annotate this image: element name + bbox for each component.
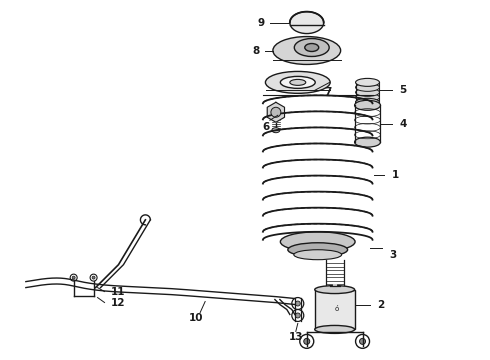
Text: 12: 12 [111, 297, 125, 307]
Bar [315, 289, 355, 329]
Ellipse shape [292, 310, 304, 321]
Ellipse shape [356, 93, 379, 101]
Ellipse shape [295, 313, 300, 318]
Ellipse shape [356, 98, 379, 106]
Ellipse shape [272, 128, 280, 133]
Ellipse shape [295, 301, 300, 306]
Ellipse shape [356, 88, 379, 96]
Text: 10: 10 [189, 314, 203, 324]
Ellipse shape [280, 76, 315, 88]
Ellipse shape [356, 334, 369, 348]
Ellipse shape [271, 107, 281, 117]
Text: 1: 1 [392, 170, 399, 180]
Ellipse shape [356, 98, 379, 106]
Text: 4: 4 [399, 119, 407, 129]
Text: 6: 6 [262, 122, 270, 132]
Text: 3: 3 [390, 250, 397, 260]
Text: 7: 7 [325, 87, 332, 97]
Ellipse shape [92, 276, 95, 279]
Ellipse shape [294, 39, 329, 57]
Ellipse shape [304, 338, 310, 345]
Ellipse shape [288, 243, 347, 257]
Ellipse shape [355, 137, 380, 147]
Ellipse shape [280, 232, 355, 252]
Text: 13: 13 [289, 332, 303, 342]
Ellipse shape [292, 298, 304, 310]
Text: 2: 2 [377, 300, 385, 310]
Ellipse shape [315, 285, 355, 293]
Ellipse shape [360, 338, 366, 345]
Ellipse shape [300, 334, 314, 348]
Ellipse shape [294, 250, 342, 260]
Ellipse shape [266, 71, 330, 93]
Ellipse shape [356, 78, 379, 86]
Text: 8: 8 [252, 45, 260, 55]
Ellipse shape [90, 274, 97, 281]
Ellipse shape [72, 276, 75, 279]
Ellipse shape [290, 12, 324, 33]
Ellipse shape [273, 37, 341, 64]
Polygon shape [267, 102, 285, 122]
Ellipse shape [315, 325, 355, 333]
Ellipse shape [355, 100, 380, 110]
Text: ó: ó [335, 306, 339, 312]
Ellipse shape [70, 274, 77, 281]
Ellipse shape [305, 44, 318, 51]
Ellipse shape [356, 84, 379, 91]
Text: 11: 11 [111, 287, 125, 297]
Text: 5: 5 [399, 85, 407, 95]
Text: 9: 9 [257, 18, 265, 28]
Ellipse shape [290, 80, 306, 85]
